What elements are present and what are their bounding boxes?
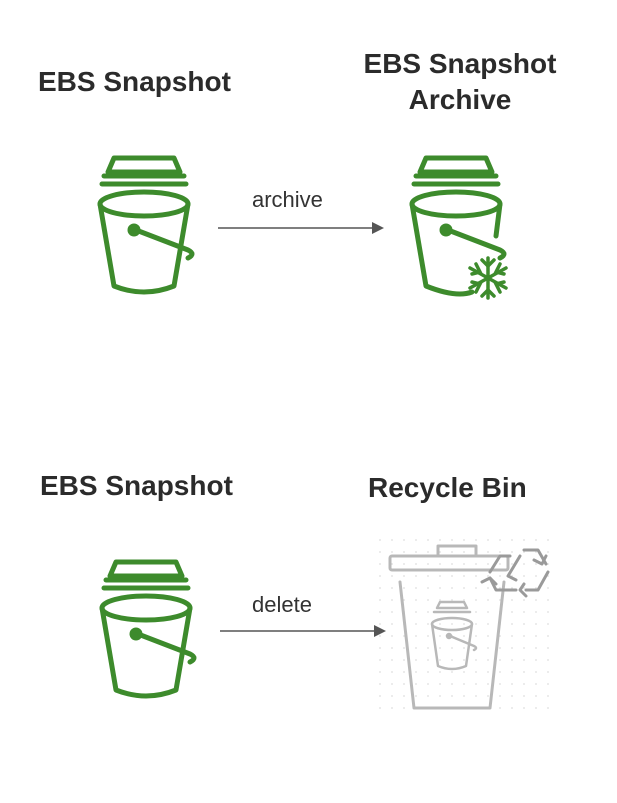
archive-title-line-1: EBS Snapshot <box>363 48 557 79</box>
source-title-bottom: EBS Snapshot <box>40 470 233 501</box>
bucket-snapshot-icon <box>430 600 478 671</box>
archive-edge-label: archive <box>252 187 323 212</box>
snowflake-icon <box>468 256 508 300</box>
bucket-snowflake-icon <box>409 155 508 300</box>
archive-arrow <box>218 222 384 234</box>
delete-arrow <box>220 625 386 637</box>
recycle-bin-icon <box>378 538 558 718</box>
source-title-top: EBS Snapshot <box>38 66 231 97</box>
recycle-icon <box>480 548 550 598</box>
bucket-snapshot-icon <box>99 559 197 699</box>
delete-edge-label: delete <box>252 592 312 617</box>
bucket-snapshot-icon <box>97 155 195 295</box>
archive-title: EBS Snapshot Archive <box>355 46 565 118</box>
archive-title-line-2: Archive <box>408 84 512 115</box>
recycle-bin-title: Recycle Bin <box>368 472 527 503</box>
